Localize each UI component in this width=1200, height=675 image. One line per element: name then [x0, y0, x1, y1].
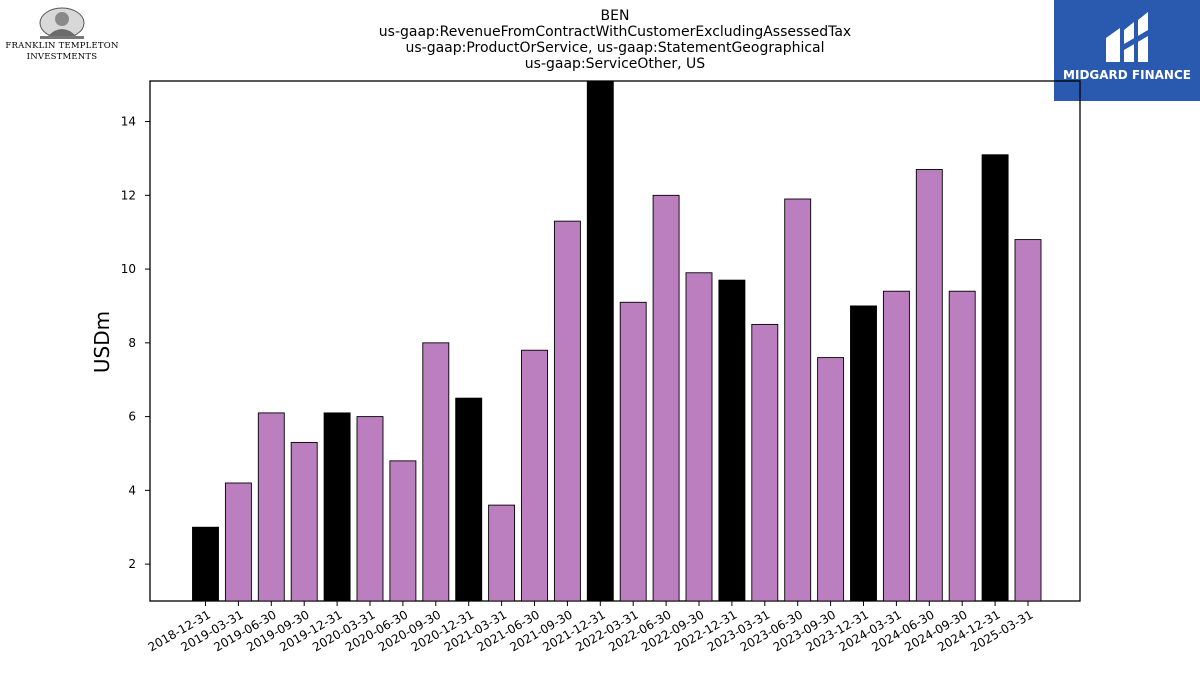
bar-2023-06-30 — [784, 198, 812, 602]
bar-2024-06-30 — [915, 169, 943, 602]
bar-2020-06-30 — [389, 460, 417, 602]
title-line-3: us-gaap:ProductOrService, us-gaap:Statem… — [405, 40, 825, 56]
y-tick-label: 10 — [121, 262, 136, 276]
bars-group — [192, 80, 1042, 602]
bar-2022-09-30 — [685, 272, 713, 602]
bar-2021-06-30 — [521, 349, 548, 602]
title-line-2: us-gaap:RevenueFromContractWithCustomerE… — [378, 24, 852, 40]
y-tick-label: 6 — [128, 410, 136, 424]
bar-2022-12-31 — [718, 279, 746, 602]
y-tick-label: 2 — [128, 557, 136, 571]
bar-2024-03-31 — [882, 290, 910, 602]
bar-2020-12-31 — [455, 397, 483, 602]
portrait-icon — [39, 7, 85, 39]
y-tick-label: 14 — [121, 115, 136, 129]
bar-2021-03-31 — [488, 504, 516, 602]
bar-2020-03-31 — [356, 416, 384, 602]
y-tick-label: 8 — [128, 336, 136, 350]
bar-2019-09-30 — [290, 441, 318, 602]
bar-2021-12-31 — [586, 80, 614, 602]
midgard-text: MIDGARD FINANCE — [1063, 68, 1191, 82]
x-axis: 2018-12-312019-03-312019-06-302019-09-30… — [146, 601, 1036, 654]
y-tick-label: 12 — [121, 188, 136, 202]
bar-2019-06-30 — [257, 412, 285, 602]
y-axis: 2 4 6 8 10 12 14 — [121, 115, 150, 571]
bar-2022-03-31 — [619, 301, 647, 602]
franklin-templeton-logo: FRANKLIN TEMPLETON INVESTMENTS — [4, 6, 120, 64]
bar-2023-12-31 — [850, 305, 877, 602]
title-line-4: us-gaap:ServiceOther, US — [524, 56, 706, 72]
bar-2023-03-31 — [751, 323, 779, 602]
bar-2019-03-31 — [224, 482, 252, 602]
bar-2024-09-30 — [948, 290, 976, 602]
bar-2021-09-30 — [553, 220, 581, 602]
bar-2024-12-31 — [981, 154, 1009, 602]
bar-2018-12-31 — [192, 526, 219, 602]
midgard-finance-logo: MIDGARD FINANCE — [1054, 0, 1200, 101]
y-axis-label: USDm — [90, 311, 114, 373]
bar-2020-09-30 — [422, 342, 450, 602]
bar-2022-06-30 — [652, 194, 680, 602]
logo-line-1: FRANKLIN TEMPLETON — [5, 41, 119, 51]
midgard-mark-icon — [1106, 12, 1148, 62]
logo-line-2: INVESTMENTS — [26, 52, 98, 62]
title-line-1: BEN — [600, 8, 630, 24]
plot-frame — [149, 80, 1081, 602]
bar-2019-12-31 — [323, 412, 351, 602]
bar-2023-09-30 — [817, 357, 845, 602]
bar-2025-03-31 — [1014, 239, 1042, 602]
y-tick-label: 4 — [128, 483, 136, 497]
